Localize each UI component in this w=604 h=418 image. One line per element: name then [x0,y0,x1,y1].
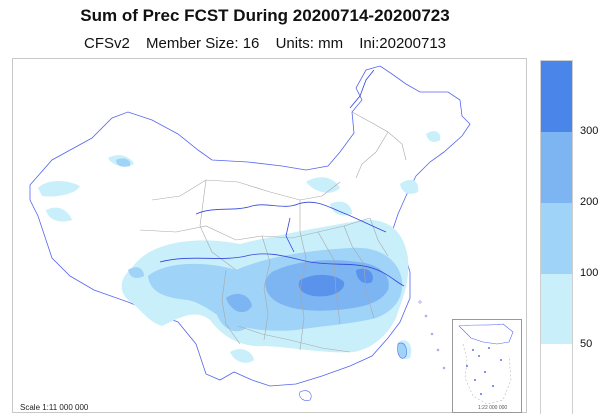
inset-scale-label: 1:22 000 000 [478,405,508,411]
taiwan-island [397,342,407,359]
hainan-island [299,390,312,401]
legend-colorbar [540,60,573,414]
rivers [159,69,405,287]
scale-label: Scale 1:11 000 000 [20,403,89,412]
model-label: CFSv2 [84,35,130,52]
inset-islands [466,347,502,395]
coastal-islets [418,300,446,370]
map-subtitle: CFSv2 Member Size: 16 Units: mm Ini:2020… [0,35,530,52]
legend-label-200: 200 [580,196,599,208]
legend-label-300: 300 [580,125,599,137]
legend-label-50: 50 [580,338,593,350]
inset-coast [458,323,514,345]
map-frame [12,58,527,413]
legend-block-under-50 [541,344,572,414]
units-label: Units: mm [275,35,344,52]
legend-block-50-100 [541,274,572,344]
china-outline [29,65,471,387]
map-title: Sum of Prec FCST During 20200714-2020072… [80,6,450,25]
inset-map [458,323,514,405]
south-china-sea-inset [452,319,522,413]
precip-300-plus [298,268,373,297]
init-label: Ini:20200713 [359,35,446,52]
legend-label-100: 100 [580,267,599,279]
legend-block-200-300 [541,132,572,203]
legend-block-300-plus [541,61,572,132]
legend-block-100-200 [541,203,572,274]
inset-boundary [462,343,512,405]
member-size-label: Member Size: 16 [146,35,260,52]
province-boundaries [139,111,407,353]
